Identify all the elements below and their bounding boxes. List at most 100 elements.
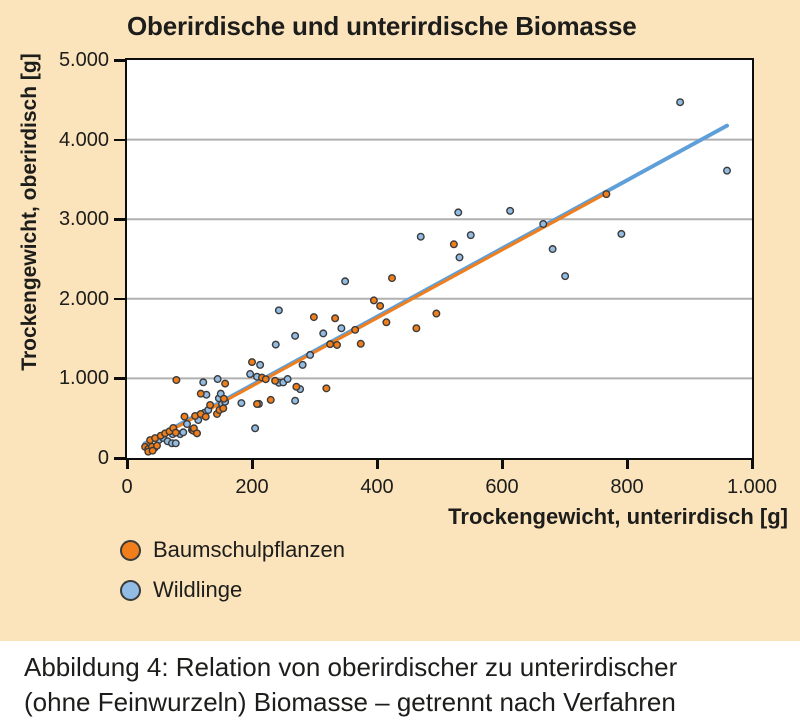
x-tick-label: 200 — [235, 476, 269, 498]
data-point-baumschulpflanzen — [382, 318, 391, 327]
plot-area — [125, 58, 754, 460]
wildlinge-marker-icon — [120, 579, 141, 601]
baumschulpflanzen-marker-icon — [120, 539, 141, 561]
data-point-baumschulpflanzen — [180, 412, 189, 421]
data-point-wildlinge — [548, 245, 557, 254]
data-point-baumschulpflanzen — [153, 441, 162, 450]
y-tick — [114, 218, 125, 221]
x-tick-label: 600 — [485, 476, 519, 498]
data-point-wildlinge — [291, 396, 300, 405]
y-tick — [114, 297, 125, 301]
legend-item-baumschulpflanzen: Baumschulpflanzen — [120, 537, 345, 563]
y-tick-label: 1.000 — [58, 367, 109, 390]
data-point-baumschulpflanzen — [252, 400, 261, 409]
data-point-baumschulpflanzen — [356, 339, 365, 348]
data-point-baumschulpflanzen — [449, 240, 458, 249]
data-point-baumschulpflanzen — [388, 274, 397, 283]
data-point-wildlinge — [337, 324, 346, 333]
data-point-baumschulpflanzen — [196, 389, 205, 398]
data-point-baumschulpflanzen — [219, 404, 228, 413]
legend-label: Baumschulpflanzen — [153, 537, 346, 562]
x-tick-label: 1.000 — [726, 476, 778, 498]
data-point-baumschulpflanzen — [326, 340, 335, 349]
data-point-wildlinge — [179, 428, 188, 437]
data-point-wildlinge — [199, 378, 208, 387]
data-point-baumschulpflanzen — [266, 395, 275, 404]
legend-label: Wildlinge — [153, 577, 243, 602]
data-point-baumschulpflanzen — [171, 428, 180, 437]
y-tick — [114, 377, 125, 380]
x-tick — [376, 460, 379, 469]
data-point-wildlinge — [291, 331, 300, 340]
data-point-baumschulpflanzen — [192, 429, 201, 438]
x-tick — [126, 460, 129, 469]
caption-line-1: Abbildung 4: Relation von oberirdischer … — [24, 652, 678, 682]
x-tick — [626, 460, 629, 469]
caption-line-2: (ohne Feinwurzeln) Biomasse – getrennt n… — [24, 687, 676, 717]
x-axis-title: Trockengewicht, unterirdisch [g] — [448, 504, 788, 529]
data-point-wildlinge — [319, 329, 328, 338]
data-point-baumschulpflanzen — [331, 314, 340, 323]
y-tick-label: 3.000 — [58, 208, 109, 231]
data-point-wildlinge — [341, 277, 350, 286]
data-point-baumschulpflanzen — [247, 358, 256, 367]
data-point-baumschulpflanzen — [322, 384, 331, 393]
data-point-wildlinge — [283, 375, 292, 384]
data-point-baumschulpflanzen — [376, 301, 385, 310]
y-tick — [114, 59, 125, 62]
x-tick — [751, 460, 754, 469]
x-tick-label: 800 — [610, 476, 644, 498]
data-point-wildlinge — [723, 166, 732, 175]
data-point-wildlinge — [617, 229, 626, 238]
data-point-wildlinge — [246, 370, 255, 379]
data-point-baumschulpflanzen — [332, 340, 341, 349]
trendline-baumschulpflanzen — [144, 190, 610, 446]
data-point-wildlinge — [183, 420, 192, 429]
data-point-baumschulpflanzen — [432, 309, 441, 318]
data-point-wildlinge — [455, 253, 464, 262]
data-point-baumschulpflanzen — [271, 376, 280, 385]
data-point-wildlinge — [306, 350, 315, 359]
data-point-baumschulpflanzen — [292, 382, 301, 391]
data-point-baumschulpflanzen — [148, 446, 157, 455]
data-point-wildlinge — [506, 206, 515, 215]
x-tick-label: 0 — [121, 476, 133, 498]
data-point-wildlinge — [676, 98, 685, 107]
data-point-baumschulpflanzen — [412, 324, 421, 333]
data-point-baumschulpflanzen — [219, 394, 228, 403]
data-point-wildlinge — [539, 219, 548, 228]
y-tick-label: 0 — [97, 447, 109, 469]
data-point-wildlinge — [466, 231, 475, 240]
figure-caption: Abbildung 4: Relation von oberirdischer … — [24, 650, 784, 720]
x-tick-label: 400 — [360, 476, 394, 498]
figure-panel: Oberirdische und unterirdische Biomasse … — [0, 0, 800, 641]
y-tick-label: 5.000 — [58, 49, 109, 71]
data-point-wildlinge — [251, 424, 260, 433]
data-point-wildlinge — [213, 375, 222, 384]
data-point-wildlinge — [298, 360, 307, 369]
data-point-wildlinge — [561, 272, 570, 281]
data-point-baumschulpflanzen — [201, 412, 210, 421]
data-point-baumschulpflanzen — [261, 375, 270, 384]
data-point-baumschulpflanzen — [351, 325, 360, 334]
data-point-wildlinge — [237, 399, 246, 408]
y-tick — [114, 457, 125, 460]
data-point-wildlinge — [256, 360, 265, 369]
data-point-baumschulpflanzen — [309, 313, 318, 322]
y-tick — [114, 138, 125, 142]
x-tick — [501, 460, 504, 469]
data-point-wildlinge — [274, 306, 283, 315]
data-point-baumschulpflanzen — [602, 190, 611, 199]
data-point-baumschulpflanzen — [221, 379, 230, 388]
data-point-wildlinge — [171, 439, 180, 448]
data-point-wildlinge — [271, 340, 280, 349]
data-point-wildlinge — [416, 232, 425, 241]
chart-title: Oberirdische und unterirdische Biomasse — [127, 11, 637, 41]
y-tick-label: 2.000 — [58, 287, 109, 310]
data-point-baumschulpflanzen — [369, 296, 378, 305]
data-point-baumschulpflanzen — [206, 400, 215, 409]
scatter-plot-canvas — [127, 98, 752, 456]
legend-item-wildlinge: Wildlinge — [120, 577, 345, 603]
x-tick — [251, 460, 254, 469]
data-point-wildlinge — [454, 208, 463, 217]
